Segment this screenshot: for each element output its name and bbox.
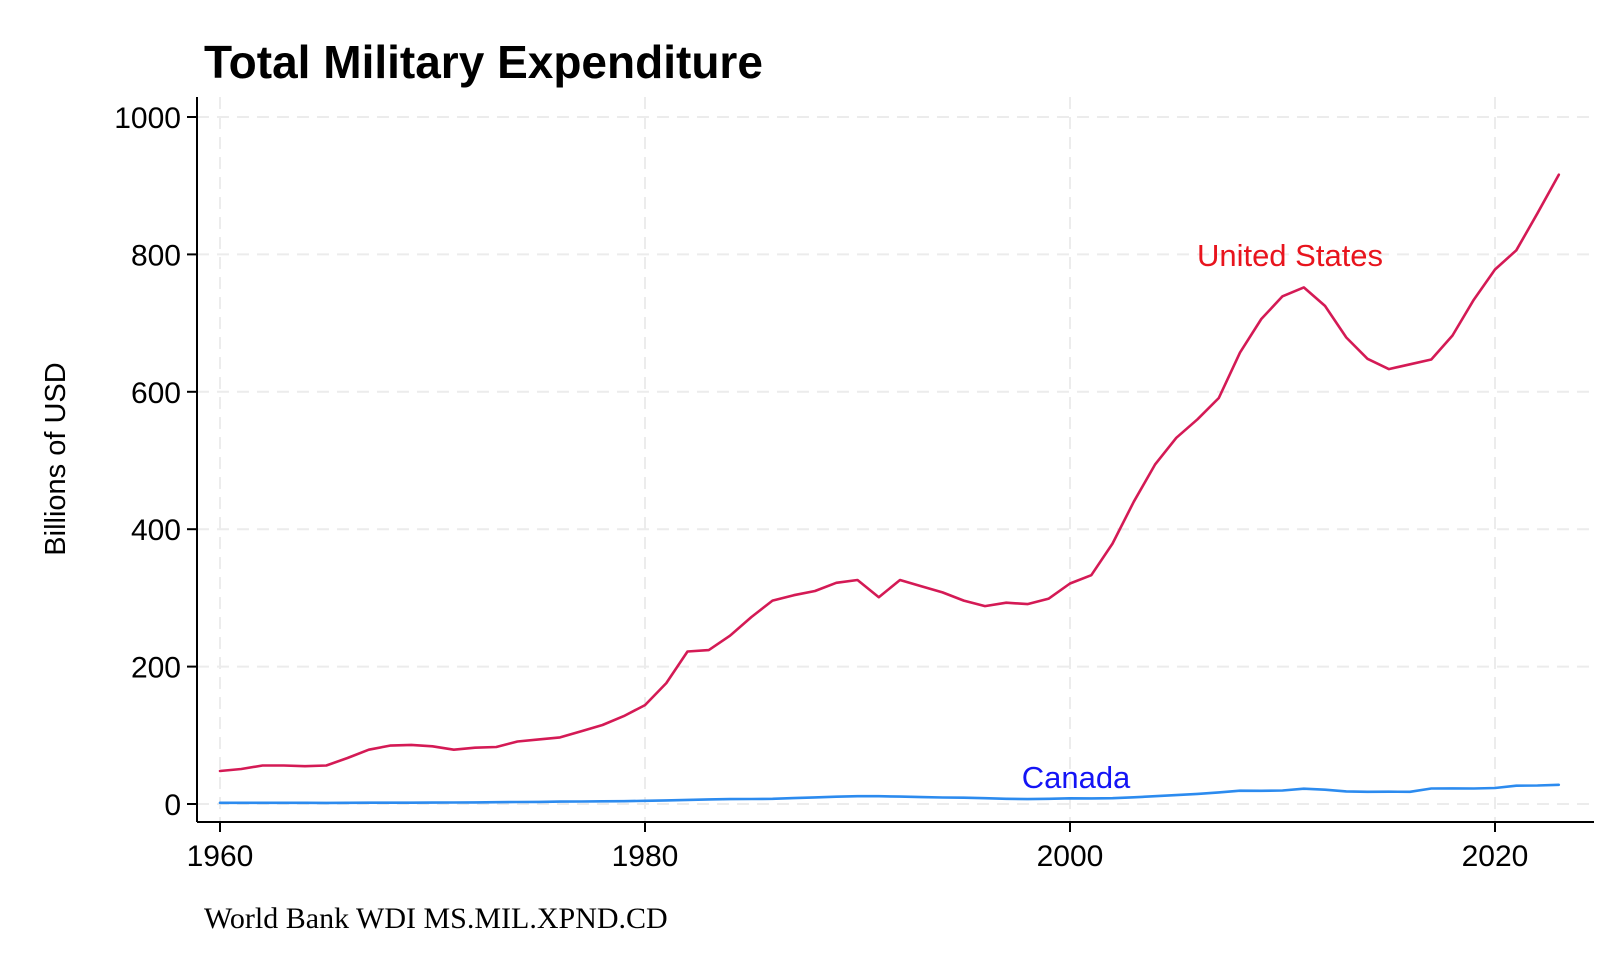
y-ticks: 0 200 400 600 800 1000: [114, 102, 197, 822]
x-tick-label: 2020: [1462, 840, 1529, 873]
y-tick-label: 600: [131, 377, 181, 410]
source-note: World Bank WDI MS.MIL.XPND.CD: [204, 902, 668, 935]
series-line-canada: [218, 783, 1561, 805]
axes: [196, 97, 1594, 823]
chart-title: Total Military Expenditure: [204, 36, 763, 88]
series-lines: [218, 173, 1561, 805]
x-ticks: 1960 1980 2000 2020: [187, 822, 1529, 873]
series-line-united-states: [218, 173, 1561, 773]
y-tick-label: 800: [131, 239, 181, 272]
gridlines: [197, 97, 1594, 822]
y-tick-label: 1000: [114, 102, 181, 135]
y-tick-label: 400: [131, 514, 181, 547]
series-label-canada: Canada: [1022, 760, 1131, 795]
y-tick-label: 200: [131, 652, 181, 685]
x-tick-label: 1960: [187, 840, 254, 873]
x-tick-label: 2000: [1037, 840, 1104, 873]
series-label-united-states: United States: [1197, 238, 1383, 273]
y-axis-title: Billions of USD: [40, 362, 72, 555]
x-tick-label: 1980: [612, 840, 679, 873]
y-tick-label: 0: [164, 789, 181, 822]
